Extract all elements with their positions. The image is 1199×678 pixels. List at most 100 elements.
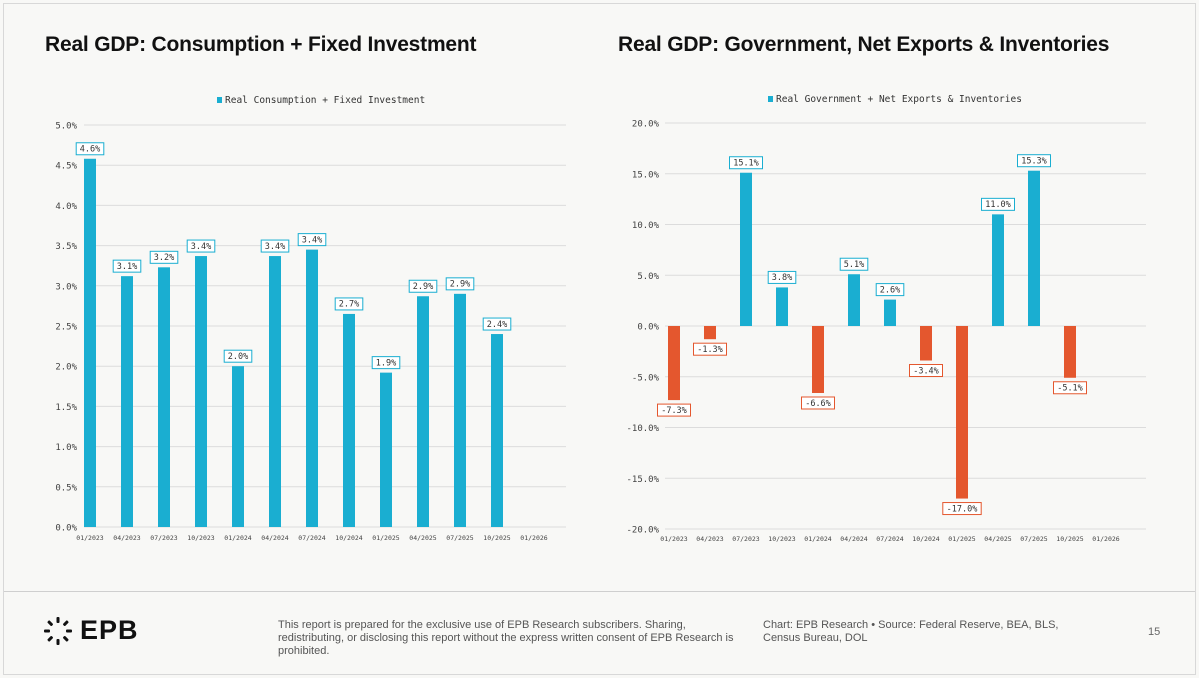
y-tick-label: -20.0% — [626, 526, 659, 536]
y-tick-label: 2.0% — [55, 363, 77, 373]
data-label: 11.0% — [981, 197, 1015, 211]
x-tick-label: 01/2024 — [224, 534, 251, 542]
data-label-box — [767, 270, 797, 284]
y-tick-label: 15.0% — [632, 170, 660, 180]
data-label-text: 15.3% — [1021, 157, 1047, 167]
data-label-box — [297, 233, 327, 247]
data-label-box — [981, 197, 1015, 211]
data-label-box — [801, 396, 835, 410]
data-label-box — [942, 502, 982, 516]
data-label-text: 3.2% — [154, 253, 174, 263]
x-tick-label: 10/2024 — [912, 535, 939, 543]
bar — [306, 249, 318, 527]
data-label-text: 3.4% — [191, 242, 211, 252]
data-label: 3.4% — [260, 239, 290, 253]
x-tick-label: 01/2026 — [1092, 535, 1119, 543]
data-label: 5.1% — [839, 257, 869, 271]
data-label: -5.1% — [1053, 381, 1087, 395]
data-label: 3.4% — [186, 239, 216, 253]
y-tick-label: 3.5% — [55, 242, 77, 252]
data-label: 3.4% — [297, 233, 327, 247]
bar — [668, 326, 680, 401]
chart-credit-text: Chart: EPB Research • Source: Federal Re… — [763, 619, 1059, 644]
data-label-box — [334, 297, 364, 311]
bar — [121, 276, 133, 527]
bar — [491, 334, 503, 527]
bar — [417, 296, 429, 527]
data-label-text: 1.9% — [376, 358, 396, 368]
x-tick-label: 04/2024 — [840, 535, 867, 543]
x-tick-label: 07/2023 — [150, 534, 177, 542]
y-tick-label: 0.0% — [55, 524, 77, 534]
bar — [1028, 170, 1040, 326]
bar — [269, 256, 281, 527]
bar — [454, 293, 466, 527]
x-tick-label: 07/2025 — [1020, 535, 1047, 543]
data-label: 15.3% — [1017, 154, 1051, 168]
bar — [848, 274, 860, 326]
data-label-text: 2.9% — [450, 280, 470, 290]
y-tick-label: 5.0% — [637, 272, 659, 282]
data-label-box — [260, 239, 290, 253]
epb-logo-icon — [44, 616, 72, 645]
x-tick-label: 07/2025 — [446, 534, 473, 542]
bar — [1064, 326, 1076, 378]
data-label-box — [112, 259, 142, 273]
x-tick-label: 01/2025 — [948, 535, 975, 543]
disclaimer-text: This report is prepared for the exclusiv… — [278, 619, 734, 657]
x-tick-label: 01/2023 — [76, 534, 103, 542]
data-label-box — [657, 403, 691, 417]
y-tick-label: -5.0% — [632, 373, 660, 383]
bar — [776, 287, 788, 326]
data-label-box — [75, 142, 105, 156]
x-tick-label: 04/2023 — [113, 534, 140, 542]
data-label: -1.3% — [693, 342, 727, 356]
data-label-box — [1053, 381, 1087, 395]
bar — [956, 326, 968, 499]
x-tick-label: 04/2023 — [696, 535, 723, 543]
bar — [992, 214, 1004, 326]
y-tick-label: 3.0% — [55, 282, 77, 292]
bar — [884, 299, 896, 326]
y-tick-label: 4.0% — [55, 202, 77, 212]
data-label-box — [482, 317, 512, 331]
data-label-box — [909, 364, 943, 378]
data-label-box — [729, 156, 763, 170]
consumption-investment-chart: Real Consumption + Fixed Investment 5.0% 4… — [55, 95, 566, 542]
y-tick-label: 20.0% — [632, 120, 660, 130]
data-label-box — [223, 349, 253, 363]
data-label-text: 2.4% — [487, 320, 507, 330]
y-tick-label: 1.5% — [55, 403, 77, 413]
bar — [380, 372, 392, 527]
data-label-box — [1017, 154, 1051, 168]
legend-label: Real Government + Net Exports & Inventor… — [776, 94, 1022, 105]
data-label-box — [408, 279, 438, 293]
data-label: -17.0% — [942, 502, 982, 516]
bar — [158, 267, 170, 527]
page-number: 15 — [1148, 626, 1161, 638]
data-label-text: -5.1% — [1057, 384, 1083, 394]
y-tick-label: 2.5% — [55, 323, 77, 333]
bar — [84, 158, 96, 527]
data-label-text: 3.4% — [265, 242, 285, 252]
data-label: 2.9% — [445, 277, 475, 291]
data-label-text: 3.1% — [117, 262, 137, 272]
data-label-text: 3.4% — [302, 235, 322, 245]
x-tick-label: 01/2024 — [804, 535, 831, 543]
x-tick-label: 10/2023 — [768, 535, 795, 543]
data-label: -3.4% — [909, 364, 943, 378]
legend-swatch — [217, 97, 222, 103]
right-chart-title: Real GDP: Government, Net Exports & Inve… — [618, 33, 1110, 56]
data-label-box — [445, 277, 475, 291]
data-label: 4.6% — [75, 142, 105, 156]
footer-divider — [4, 591, 1195, 592]
data-label: 3.2% — [149, 250, 179, 264]
logo-text: EPB — [80, 615, 139, 645]
data-label-text: 2.9% — [413, 282, 433, 292]
data-label-text: 4.6% — [80, 145, 100, 155]
data-label: -7.3% — [657, 403, 691, 417]
data-label: 2.0% — [223, 349, 253, 363]
government-exports-inventories-chart: Real Government + Net Exports & Inventor… — [626, 94, 1146, 543]
bar — [740, 172, 752, 326]
bar — [704, 326, 716, 340]
